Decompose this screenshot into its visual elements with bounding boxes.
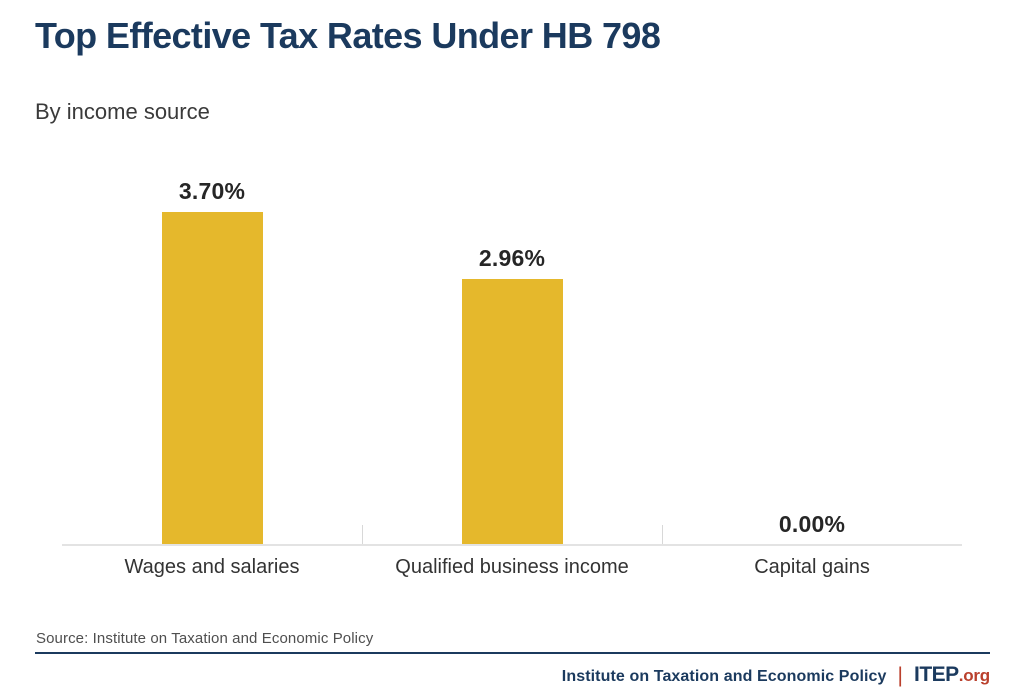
- bar-group-qualified-business-income: 2.96%: [362, 170, 662, 545]
- itep-logo-suffix: .org: [958, 666, 991, 685]
- bar-group-capital-gains: 0.00%: [662, 170, 962, 545]
- value-label-wages-and-salaries: 3.70%: [178, 178, 246, 204]
- bar-group-wages-and-salaries: 3.70%: [62, 170, 362, 545]
- axis-tick-2: [662, 525, 663, 544]
- source-note: Source: Institute on Taxation and Econom…: [36, 630, 374, 647]
- itep-logo-text: ITEP: [914, 663, 959, 686]
- x-axis-line: [62, 544, 962, 546]
- page-title: Top Effective Tax Rates Under HB 798: [35, 15, 661, 56]
- value-label-qualified-business-income: 2.96%: [478, 245, 546, 271]
- footer-separator: |: [897, 664, 903, 687]
- bar-chart: 3.70% 2.96% 0.00%: [62, 170, 962, 545]
- footer-org-name: Institute on Taxation and Economic Polic…: [561, 668, 887, 685]
- value-label-capital-gains: 0.00%: [778, 511, 846, 537]
- category-label-wages-and-salaries: Wages and salaries: [124, 556, 300, 578]
- category-labels: Wages and salaries Qualified business in…: [62, 556, 962, 579]
- bar-wages-and-salaries: [161, 212, 263, 545]
- divider-rule: [35, 652, 990, 654]
- footer: Institute on Taxation and Economic Polic…: [562, 663, 990, 687]
- axis-tick-1: [362, 525, 363, 544]
- category-label-qualified-business-income: Qualified business income: [395, 556, 629, 578]
- bar-qualified-business-income: [461, 279, 563, 545]
- itep-logo[interactable]: ITEP.org: [914, 663, 990, 687]
- category-label-capital-gains: Capital gains: [754, 556, 870, 578]
- page-subtitle: By income source: [35, 99, 210, 124]
